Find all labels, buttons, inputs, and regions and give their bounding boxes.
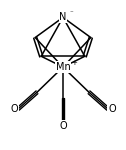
Text: O: O <box>59 121 67 131</box>
Text: +: + <box>72 60 77 66</box>
Text: ⁻: ⁻ <box>70 10 73 16</box>
Text: O: O <box>108 104 116 114</box>
Text: Mn: Mn <box>56 62 70 72</box>
Text: N: N <box>59 12 67 22</box>
Text: O: O <box>10 104 18 114</box>
